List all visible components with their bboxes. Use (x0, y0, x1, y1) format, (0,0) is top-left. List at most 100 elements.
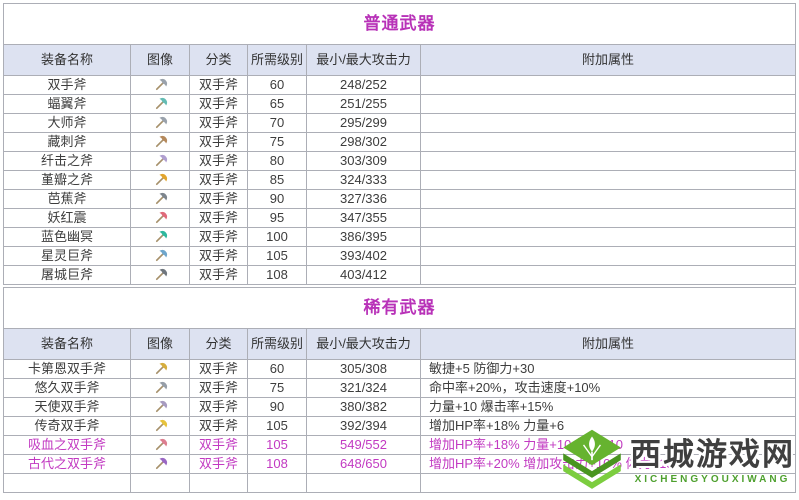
empty-cell (189, 473, 248, 493)
column-header: 图像 (130, 44, 190, 76)
watermark-subtitle: XICHENGYOUXIWANG (634, 473, 791, 485)
axe-icon (155, 78, 167, 91)
attack-cell: 403/412 (306, 265, 421, 285)
category-cell: 双手斧 (189, 189, 248, 209)
level-cell: 75 (247, 378, 307, 398)
axe-icon (155, 154, 167, 167)
attrs-cell (420, 227, 796, 247)
weapon-icon-cell (130, 94, 190, 114)
attack-cell: 303/309 (306, 151, 421, 171)
attrs-cell (420, 94, 796, 114)
weapon-icon-cell (130, 246, 190, 266)
column-header: 附加属性 (420, 44, 796, 76)
weapon-icon-cell (130, 397, 190, 417)
column-header: 装备名称 (3, 328, 131, 360)
weapon-icon-cell (130, 189, 190, 209)
attack-cell: 393/402 (306, 246, 421, 266)
weapon-name-cell: 妖红震 (3, 208, 131, 228)
axe-icon (155, 438, 167, 451)
weapon-icon-cell (130, 170, 190, 190)
axe-icon (155, 362, 167, 375)
category-cell: 双手斧 (189, 435, 248, 455)
level-cell: 95 (247, 208, 307, 228)
table-row: 屠城巨斧 双手斧 108 403/412 (3, 265, 796, 285)
level-cell: 105 (247, 416, 307, 436)
weapon-tables-container: 普通武器 装备名称 图像 分类 所需级别 最小/最大攻击力 附加属性 双手斧 双手斧 60 248/… (3, 3, 796, 495)
table-row: 悠久双手斧 双手斧 75 321/324 命中率+20%，攻击速度+10% (3, 378, 796, 398)
column-header: 所需级别 (247, 44, 307, 76)
table-row: 堇瓣之斧 双手斧 85 324/333 (3, 170, 796, 190)
weapon-name-cell: 传奇双手斧 (3, 416, 131, 436)
weapon-name-cell: 屠城巨斧 (3, 265, 131, 285)
table-title-row: 普通武器 (3, 3, 796, 45)
watermark-title: 西城游戏网 (630, 436, 795, 472)
attrs-cell (420, 151, 796, 171)
attack-cell: 648/650 (306, 454, 421, 474)
attrs-cell: 力量+10 爆击率+15% (420, 397, 796, 417)
category-cell: 双手斧 (189, 75, 248, 95)
level-cell: 70 (247, 113, 307, 133)
axe-icon (155, 116, 167, 129)
level-cell: 90 (247, 189, 307, 209)
axe-icon (155, 457, 167, 470)
watermark: 西城游戏网 XICHENGYOUXIWANG (558, 428, 795, 494)
column-header: 装备名称 (3, 44, 131, 76)
category-cell: 双手斧 (189, 246, 248, 266)
weapon-icon-cell (130, 265, 190, 285)
attack-cell: 549/552 (306, 435, 421, 455)
table-row: 传奇双手斧 双手斧 105 392/394 增加HP率+18% 力量+6 (3, 416, 796, 436)
category-cell: 双手斧 (189, 416, 248, 436)
weapon-name-cell: 卡第恩双手斧 (3, 359, 131, 379)
level-cell: 108 (247, 454, 307, 474)
axe-icon (155, 211, 167, 224)
attack-cell: 321/324 (306, 378, 421, 398)
empty-cell (306, 473, 421, 493)
attack-cell: 298/302 (306, 132, 421, 152)
table-row: 妖红震 双手斧 95 347/355 (3, 208, 796, 228)
table-row: 蓝色幽冥 双手斧 100 386/395 (3, 227, 796, 247)
weapon-icon-cell (130, 227, 190, 247)
weapon-name-cell: 藏刺斧 (3, 132, 131, 152)
table-row: 纤击之斧 双手斧 80 303/309 (3, 151, 796, 171)
axe-icon (155, 173, 167, 186)
category-cell: 双手斧 (189, 151, 248, 171)
column-header: 最小/最大攻击力 (306, 44, 421, 76)
category-cell: 双手斧 (189, 227, 248, 247)
level-cell: 85 (247, 170, 307, 190)
attrs-cell (420, 170, 796, 190)
rare-weapons-table: 稀有武器 装备名称 图像 分类 所需级别 最小/最大攻击力 附加属性 卡第恩双手斧 双手斧 60 3… (3, 287, 796, 493)
attrs-cell (420, 113, 796, 133)
axe-icon (155, 249, 167, 262)
weapon-name-cell: 悠久双手斧 (3, 378, 131, 398)
table-title: 普通武器 (3, 3, 796, 45)
level-cell: 65 (247, 94, 307, 114)
level-cell: 105 (247, 435, 307, 455)
attack-cell: 347/355 (306, 208, 421, 228)
table-row: 天使双手斧 双手斧 90 380/382 力量+10 爆击率+15% (3, 397, 796, 417)
level-cell: 75 (247, 132, 307, 152)
attack-cell: 392/394 (306, 416, 421, 436)
level-cell: 90 (247, 397, 307, 417)
category-cell: 双手斧 (189, 132, 248, 152)
weapon-icon-cell (130, 208, 190, 228)
axe-icon (155, 400, 167, 413)
weapon-icon-cell (130, 416, 190, 436)
category-cell: 双手斧 (189, 454, 248, 474)
weapon-icon-cell (130, 359, 190, 379)
category-cell: 双手斧 (189, 397, 248, 417)
table-row: 大师斧 双手斧 70 295/299 (3, 113, 796, 133)
weapon-icon-cell (130, 151, 190, 171)
attack-cell: 251/255 (306, 94, 421, 114)
axe-icon (155, 97, 167, 110)
normal-weapons-table: 普通武器 装备名称 图像 分类 所需级别 最小/最大攻击力 附加属性 双手斧 双手斧 60 248/… (3, 3, 796, 285)
weapon-icon-cell (130, 454, 190, 474)
axe-icon (155, 381, 167, 394)
attrs-cell (420, 189, 796, 209)
table-title: 稀有武器 (3, 287, 796, 329)
attrs-cell: 敏捷+5 防御力+30 (420, 359, 796, 379)
empty-cell (247, 473, 307, 493)
attack-cell: 380/382 (306, 397, 421, 417)
category-cell: 双手斧 (189, 359, 248, 379)
column-header: 附加属性 (420, 328, 796, 360)
column-header-row: 装备名称 图像 分类 所需级别 最小/最大攻击力 附加属性 (3, 328, 796, 360)
